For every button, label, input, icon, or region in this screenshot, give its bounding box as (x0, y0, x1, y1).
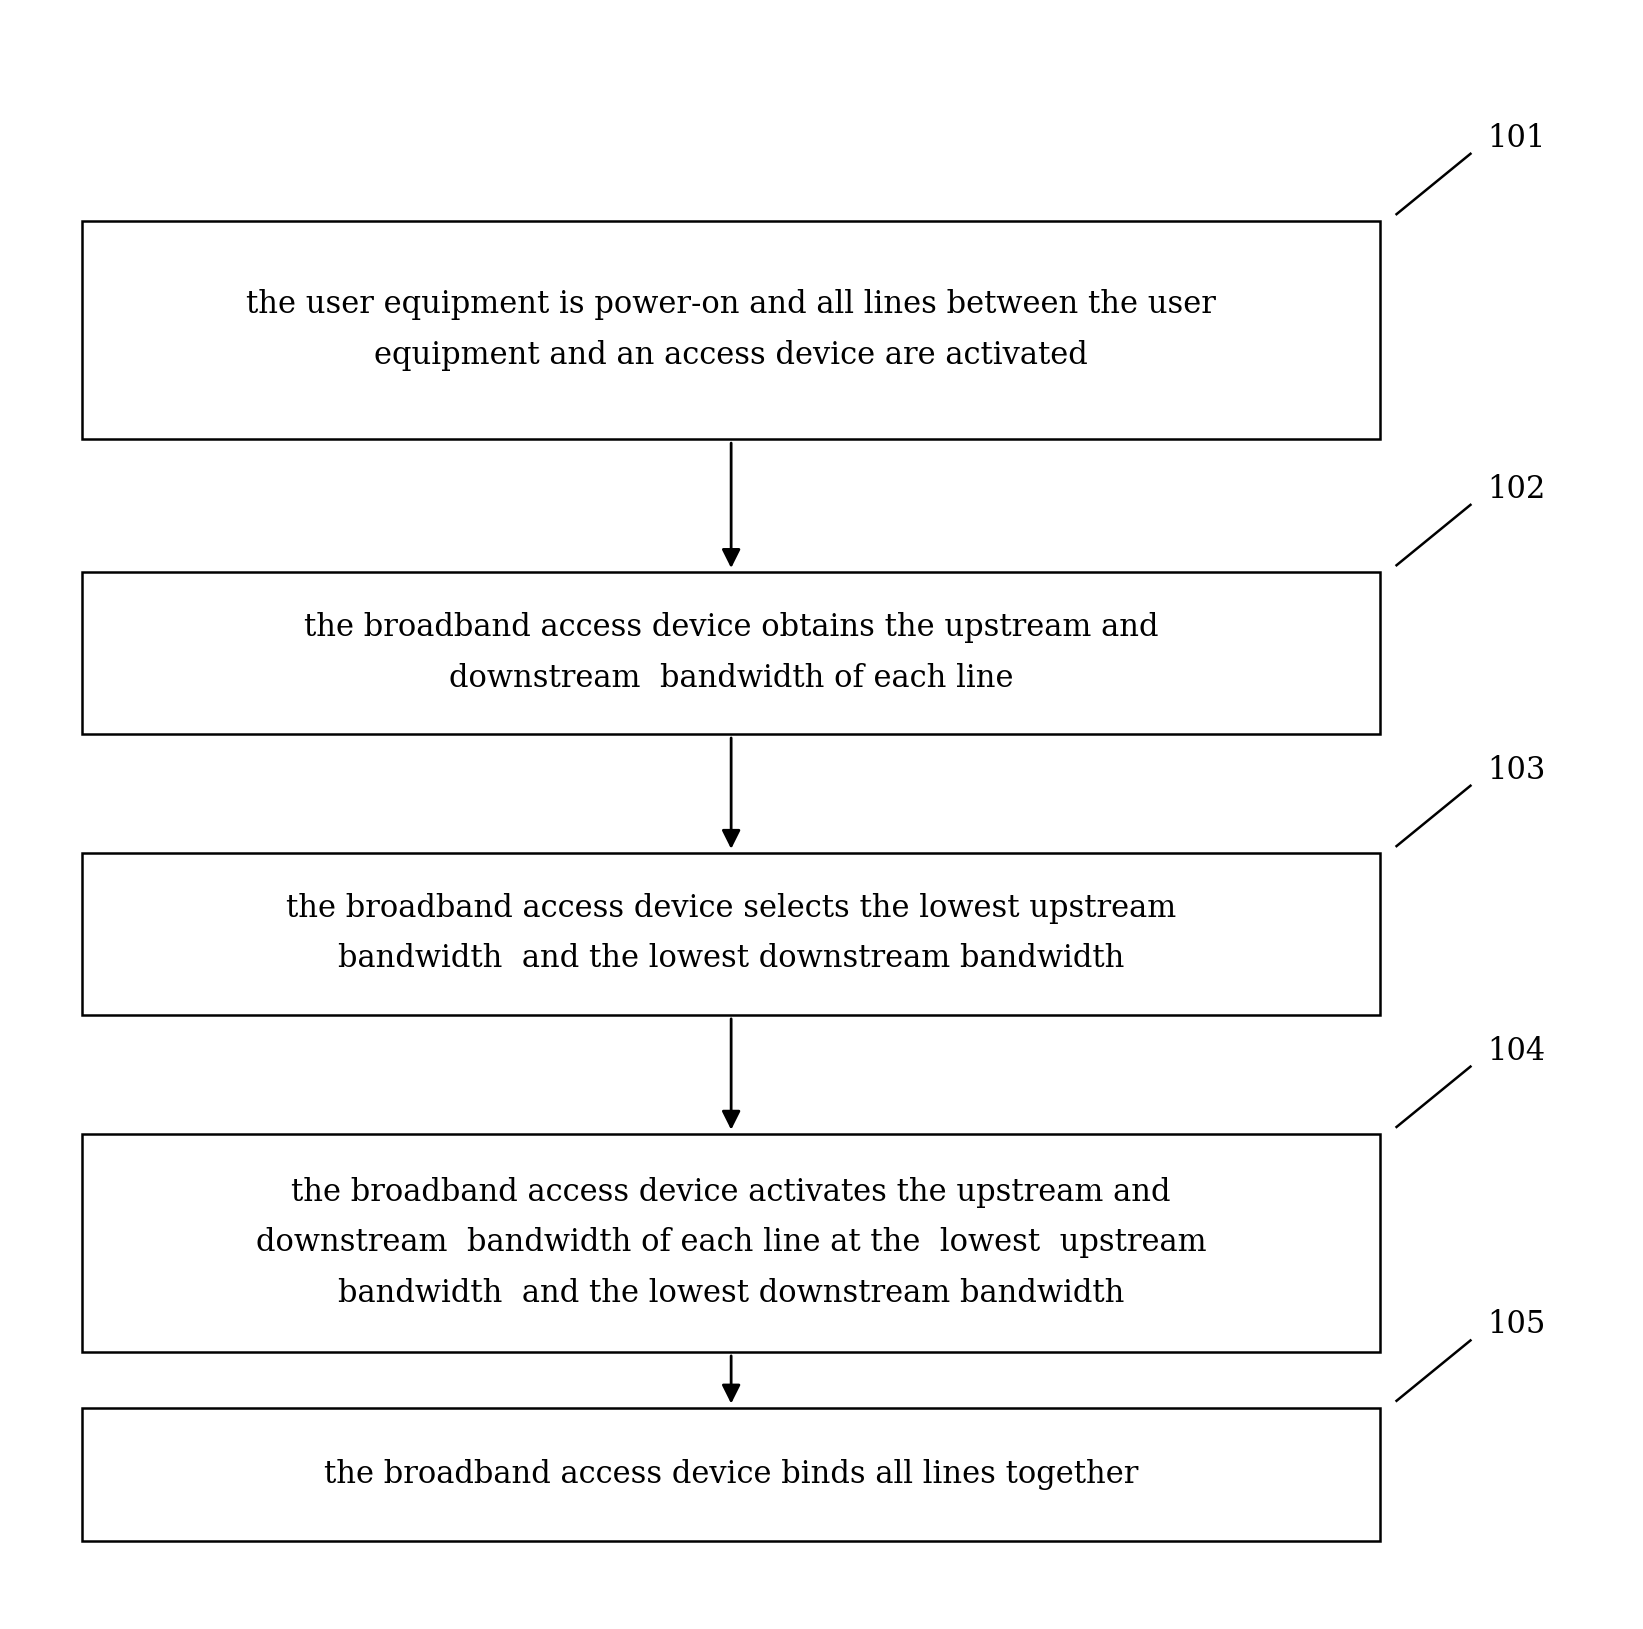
Text: the broadband access device selects the lowest upstream
bandwidth  and the lowes: the broadband access device selects the … (286, 893, 1176, 974)
Text: the broadband access device obtains the upstream and
downstream  bandwidth of ea: the broadband access device obtains the … (304, 613, 1158, 694)
Bar (82, 1407, 1380, 1541)
Text: 102: 102 (1487, 474, 1546, 505)
Text: the broadband access device activates the upstream and
downstream  bandwidth of : the broadband access device activates th… (256, 1178, 1206, 1308)
Bar (82, 854, 1380, 1015)
Bar (82, 572, 1380, 733)
Text: 105: 105 (1487, 1310, 1546, 1341)
Text: 101: 101 (1487, 122, 1546, 153)
Text: the user equipment is power-on and all lines between the user
equipment and an a: the user equipment is power-on and all l… (246, 290, 1216, 371)
Text: the broadband access device binds all lines together: the broadband access device binds all li… (324, 1460, 1139, 1491)
Bar (82, 222, 1380, 438)
Text: 103: 103 (1487, 754, 1546, 785)
Text: 104: 104 (1487, 1036, 1544, 1067)
Bar (82, 1134, 1380, 1352)
